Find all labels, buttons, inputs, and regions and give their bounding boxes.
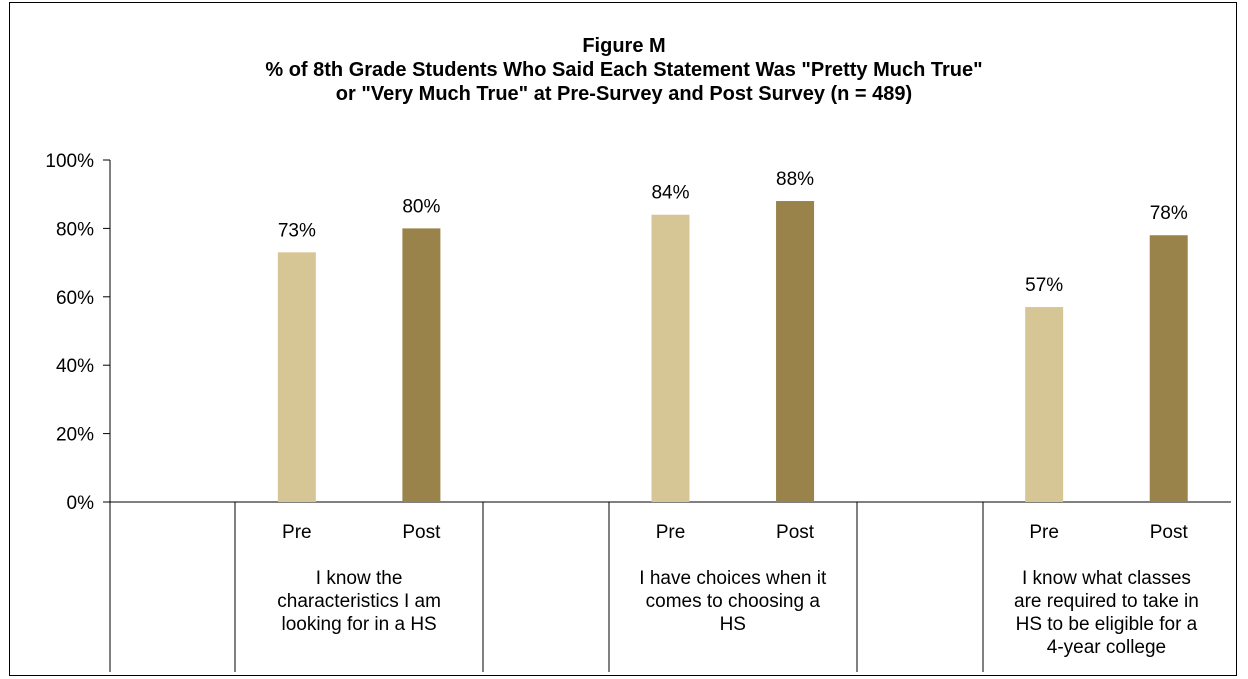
x-tick-label: Pre <box>656 522 686 543</box>
chart-frame <box>9 2 1237 676</box>
x-tick-label: Post <box>402 522 441 543</box>
bar-post <box>402 228 441 502</box>
x-tick-label: Post <box>776 522 815 543</box>
bar-pre <box>651 214 690 502</box>
category-label-line: are required to take in <box>1014 591 1199 612</box>
bar-pre <box>1025 307 1064 502</box>
y-tick-label: 100% <box>45 151 94 172</box>
category-label-line: I know the <box>316 568 403 589</box>
y-tick-label: 0% <box>67 493 95 514</box>
category-label-line: HS to be eligible for a <box>1016 614 1198 635</box>
y-tick-label: 20% <box>56 425 94 446</box>
data-label: 80% <box>402 196 440 217</box>
data-label: 84% <box>651 183 689 204</box>
chart-title: Figure M <box>582 35 666 57</box>
bar-post <box>1149 235 1188 503</box>
x-tick-label: Pre <box>1029 522 1059 543</box>
data-label: 88% <box>776 169 814 190</box>
bar-post <box>776 201 815 503</box>
data-label: 78% <box>1150 203 1188 224</box>
bar-pre <box>277 252 316 502</box>
category-label-line: I have choices when it <box>639 568 827 589</box>
x-tick-label: Pre <box>282 522 312 543</box>
category-label-line: 4-year college <box>1047 637 1166 658</box>
y-tick-label: 60% <box>56 288 94 309</box>
category-label-line: comes to choosing a <box>646 591 821 612</box>
data-label: 73% <box>278 220 316 241</box>
category-label-line: characteristics I am <box>277 591 441 612</box>
category-label-line: I know what classes <box>1022 568 1191 589</box>
chart-subtitle-line-2: or "Very Much True" at Pre-Survey and Po… <box>335 83 913 105</box>
y-tick-label: 40% <box>56 356 94 377</box>
category-label-line: looking for in a HS <box>281 614 436 635</box>
category-label-line: HS <box>720 614 746 635</box>
y-tick-label: 80% <box>56 219 94 240</box>
chart-subtitle-line-1: % of 8th Grade Students Who Said Each St… <box>265 59 983 81</box>
data-label: 57% <box>1025 275 1063 296</box>
x-tick-label: Post <box>1150 522 1189 543</box>
